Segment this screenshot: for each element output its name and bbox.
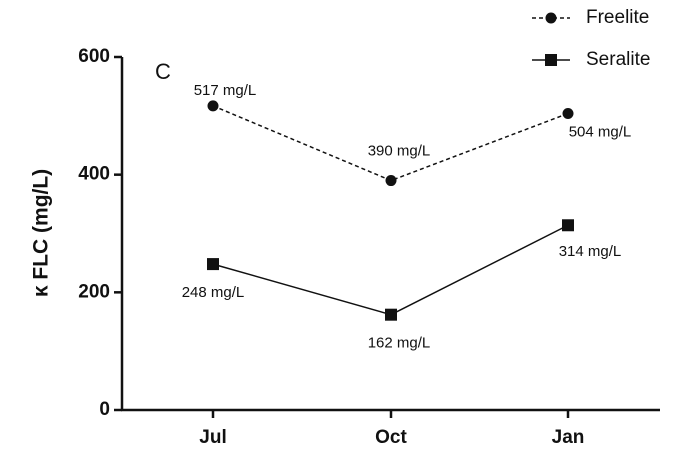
point xyxy=(545,54,557,66)
point xyxy=(207,258,219,271)
y-tick-label: 0 xyxy=(99,399,110,420)
series-line xyxy=(212,224,569,316)
x-tick-label: Jan xyxy=(552,427,585,448)
x-tick-label: Oct xyxy=(375,427,407,448)
legend-label: Seralite xyxy=(586,49,650,70)
x-tick-label: Jul xyxy=(199,427,226,448)
data-label: 504 mg/L xyxy=(569,123,632,140)
data-label: 162 mg/L xyxy=(368,335,431,352)
point xyxy=(385,175,397,187)
y-tick-label: 400 xyxy=(78,164,110,185)
point xyxy=(207,100,219,112)
legend-label: Freelite xyxy=(586,7,649,28)
point xyxy=(562,107,574,119)
point xyxy=(385,308,397,321)
y-tick-label: 200 xyxy=(78,281,110,302)
point xyxy=(562,219,574,232)
y-tick-label: 600 xyxy=(78,46,110,67)
data-label: 314 mg/L xyxy=(559,243,622,260)
series-line xyxy=(212,105,569,182)
panel-letter: C xyxy=(155,59,171,84)
data-label: 248 mg/L xyxy=(182,284,245,301)
y-axis-label: κ FLC (mg/L) xyxy=(30,169,53,297)
point xyxy=(545,12,557,24)
data-label: 517 mg/L xyxy=(194,82,257,99)
data-label: 390 mg/L xyxy=(368,143,431,160)
